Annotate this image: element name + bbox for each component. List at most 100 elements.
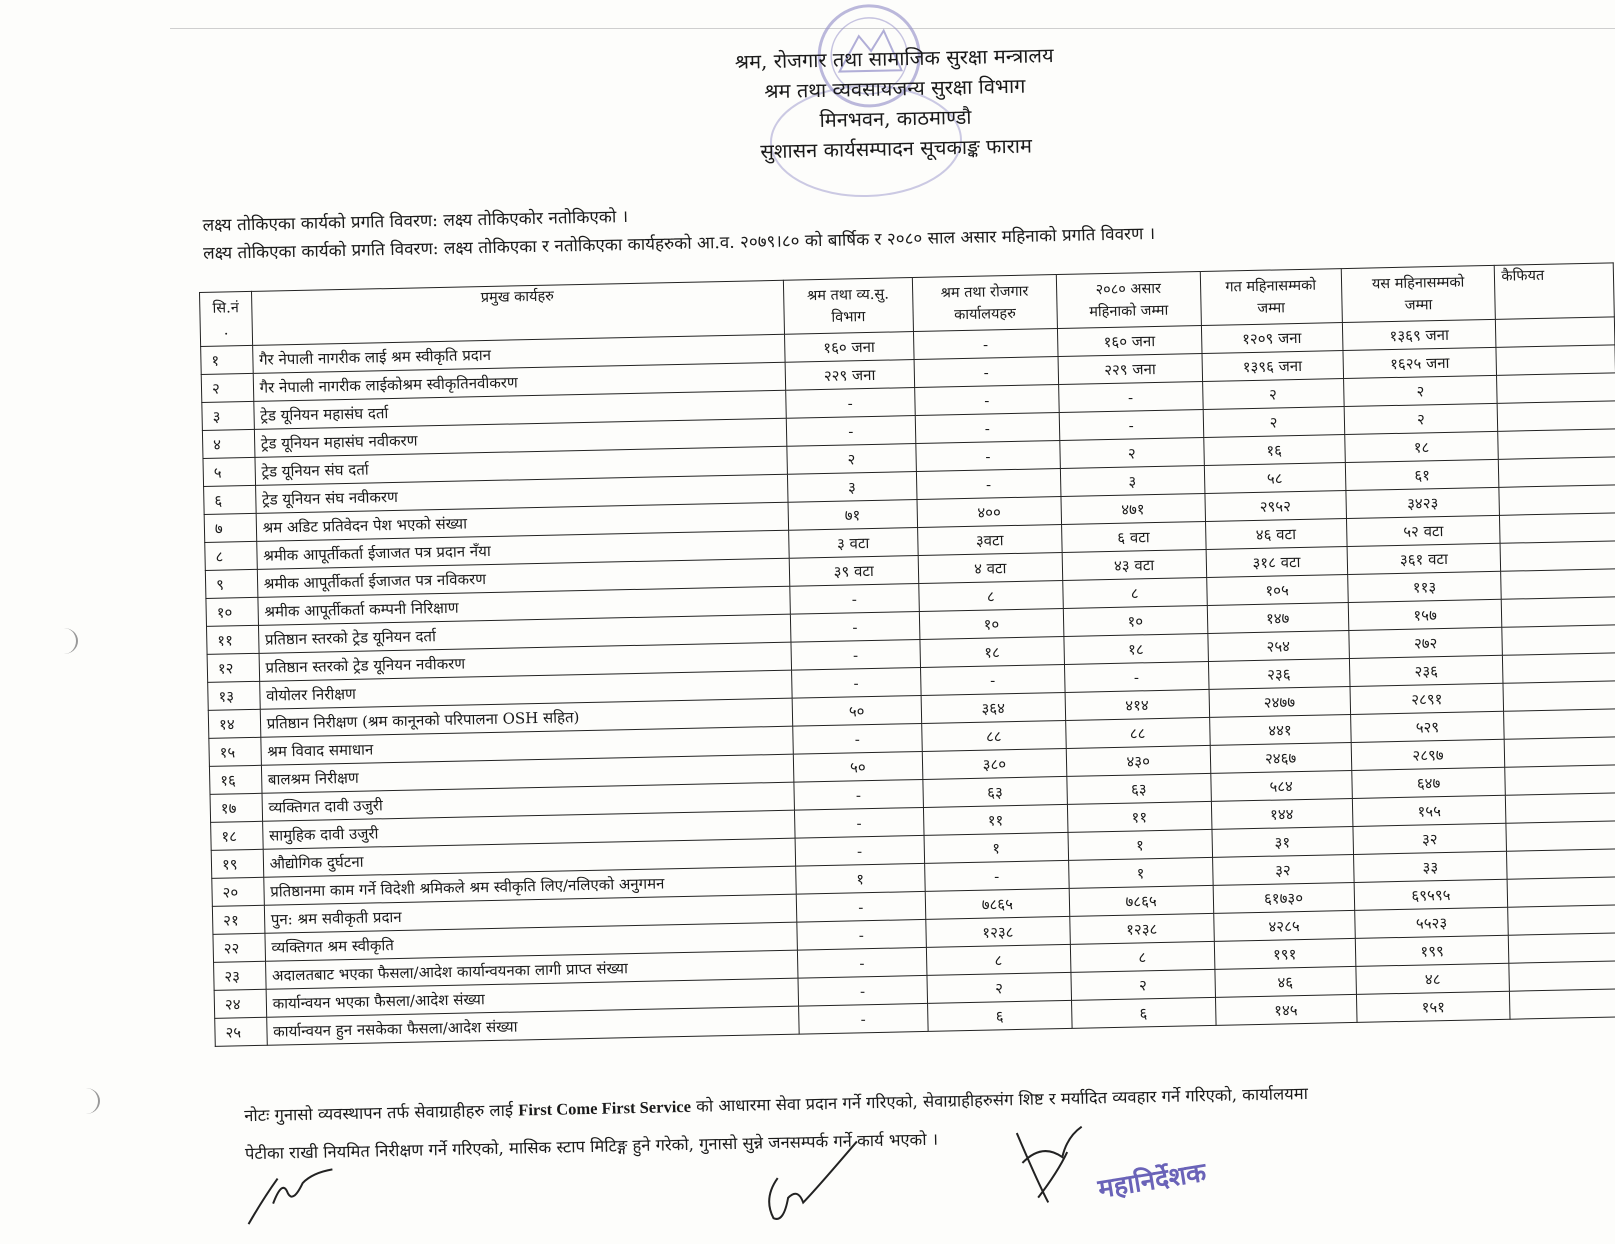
cell-sn: ६	[203, 485, 256, 515]
cell-sn: १०	[205, 597, 259, 627]
cell-prev: ३१८ वटा	[1205, 546, 1348, 578]
cell-month: ८	[1062, 577, 1207, 609]
cell-sn: १४	[208, 709, 261, 739]
cell-curr: २८९१	[1349, 683, 1505, 715]
cell-prev: ५८	[1203, 462, 1346, 494]
cell-sn: १६	[209, 765, 262, 795]
cell-curr: ३२	[1352, 823, 1507, 855]
cell-curr: ५२ वटा	[1346, 515, 1501, 547]
col-sn-label: सि.नं	[212, 299, 239, 317]
cell-prev: २४६७	[1209, 742, 1352, 774]
cell-offices: ३६४	[920, 692, 1066, 724]
cell-curr: ३३	[1353, 851, 1508, 883]
cell-dept: -	[793, 779, 924, 811]
col-prev: गत महिनासम्मको जम्मा	[1199, 268, 1343, 326]
cell-prev: १९१	[1213, 938, 1356, 970]
cell-month: -	[1064, 661, 1209, 693]
cell-offices: -	[913, 356, 1059, 388]
cell-month: ११	[1067, 801, 1212, 833]
cell-prev: ४६	[1214, 966, 1357, 998]
cell-sn: ३	[201, 401, 255, 431]
cell-remarks	[1508, 932, 1615, 964]
cell-prev: १४७	[1206, 602, 1349, 634]
cell-sn: २५	[214, 1017, 267, 1047]
cell-sn: २	[201, 373, 254, 403]
letterhead: श्रम, रोजगार तथा सामाजिक सुरक्षा मन्त्रा…	[594, 37, 1196, 170]
cell-sn: १७	[210, 793, 263, 823]
punch-hole	[50, 628, 78, 654]
cell-curr: १९९	[1354, 935, 1510, 967]
cell-month: १	[1068, 857, 1213, 889]
cell-prev: १४५	[1215, 994, 1357, 1026]
cell-dept: ७१	[787, 499, 918, 531]
col-offices-l2: कार्यालयहरु	[953, 305, 1016, 323]
cell-offices: ४००	[916, 496, 1062, 528]
cell-sn: १	[200, 345, 253, 375]
col-prev-l1: गत महिनासम्मको	[1225, 277, 1317, 296]
col-month-l1: २०८० असार	[1095, 280, 1162, 298]
cell-curr: ५२९	[1350, 711, 1505, 743]
cell-offices: ७८६५	[925, 888, 1070, 920]
cell-dept: ५०	[792, 751, 923, 783]
cell-offices: -	[915, 440, 1061, 472]
cell-remarks	[1504, 708, 1615, 740]
cell-curr: ४८	[1355, 963, 1510, 995]
col-dept: श्रम तथा व्य.सु. विभाग	[783, 277, 914, 335]
cell-sn: ११	[206, 625, 259, 655]
cell-prev: २	[1202, 406, 1345, 438]
cell-dept: -	[791, 667, 921, 699]
cell-remarks	[1501, 568, 1615, 600]
cell-prev: १४४	[1210, 798, 1353, 830]
col-month: २०८० असार महिनाको जम्मा	[1056, 271, 1201, 329]
cell-month: २२९ जना	[1057, 353, 1203, 385]
cell-curr: ११३	[1347, 571, 1502, 603]
cell-remarks	[1508, 904, 1615, 936]
cell-offices: -	[916, 468, 1061, 500]
cell-month: -	[1059, 409, 1204, 441]
cell-curr: १८	[1344, 431, 1499, 463]
col-sn-dot: .	[223, 321, 229, 338]
cell-month: ३	[1060, 465, 1205, 497]
cell-sn: ४	[202, 429, 255, 459]
cell-dept: ३ वटा	[788, 527, 919, 559]
cell-remarks	[1498, 456, 1615, 488]
cell-curr: ६१	[1344, 459, 1500, 491]
cell-remarks	[1500, 540, 1615, 572]
cell-prev: ६१७३०	[1212, 882, 1355, 914]
cell-prev: २४७७	[1208, 686, 1351, 718]
cell-sn: २२	[212, 933, 266, 963]
cell-month: -	[1058, 381, 1203, 413]
cell-curr: २७२	[1348, 627, 1503, 659]
cell-curr: १५५	[1351, 795, 1507, 827]
cell-sn: १५	[208, 737, 262, 767]
cell-prev: ५८४	[1210, 770, 1352, 802]
cell-offices: ८	[926, 944, 1071, 976]
cell-remarks	[1498, 428, 1615, 460]
cell-remarks	[1501, 596, 1615, 628]
cell-remarks	[1505, 792, 1615, 824]
cell-curr: ३६१ वटा	[1346, 543, 1502, 575]
cell-month: १०	[1063, 605, 1208, 637]
cell-offices: २	[926, 972, 1072, 1004]
cell-remarks	[1505, 764, 1615, 796]
signature-1	[247, 1168, 333, 1225]
cell-month: ४३०	[1066, 745, 1211, 777]
cell-prev: २९५२	[1204, 490, 1347, 522]
cell-dept: -	[796, 919, 927, 951]
cell-offices: -	[915, 412, 1060, 444]
note-line-1-post: को आधारमा सेवा प्रदान गर्ने गरिएको, सेवा…	[695, 1083, 1309, 1116]
col-dept-l2: विभाग	[831, 308, 866, 326]
cell-remarks	[1509, 960, 1615, 992]
cell-sn: ९	[205, 569, 258, 599]
col-curr: यस महिनासम्मको जम्मा	[1340, 265, 1496, 323]
cell-offices: -	[924, 860, 1069, 892]
col-offices: श्रम तथा रोजगार कार्यालयहरु	[912, 274, 1058, 332]
cell-remarks	[1509, 988, 1615, 1020]
cell-curr: २३६	[1349, 655, 1504, 687]
cell-remarks	[1506, 848, 1615, 880]
cell-prev: २३६	[1208, 658, 1350, 690]
cell-sn: ५	[202, 457, 256, 487]
cell-sn: २३	[213, 961, 266, 991]
note-line-1-pre: नोटः गुनासो व्यवस्थापन तर्फ सेवाग्राहीहर…	[244, 1100, 514, 1126]
cell-dept: ५०	[791, 695, 922, 727]
